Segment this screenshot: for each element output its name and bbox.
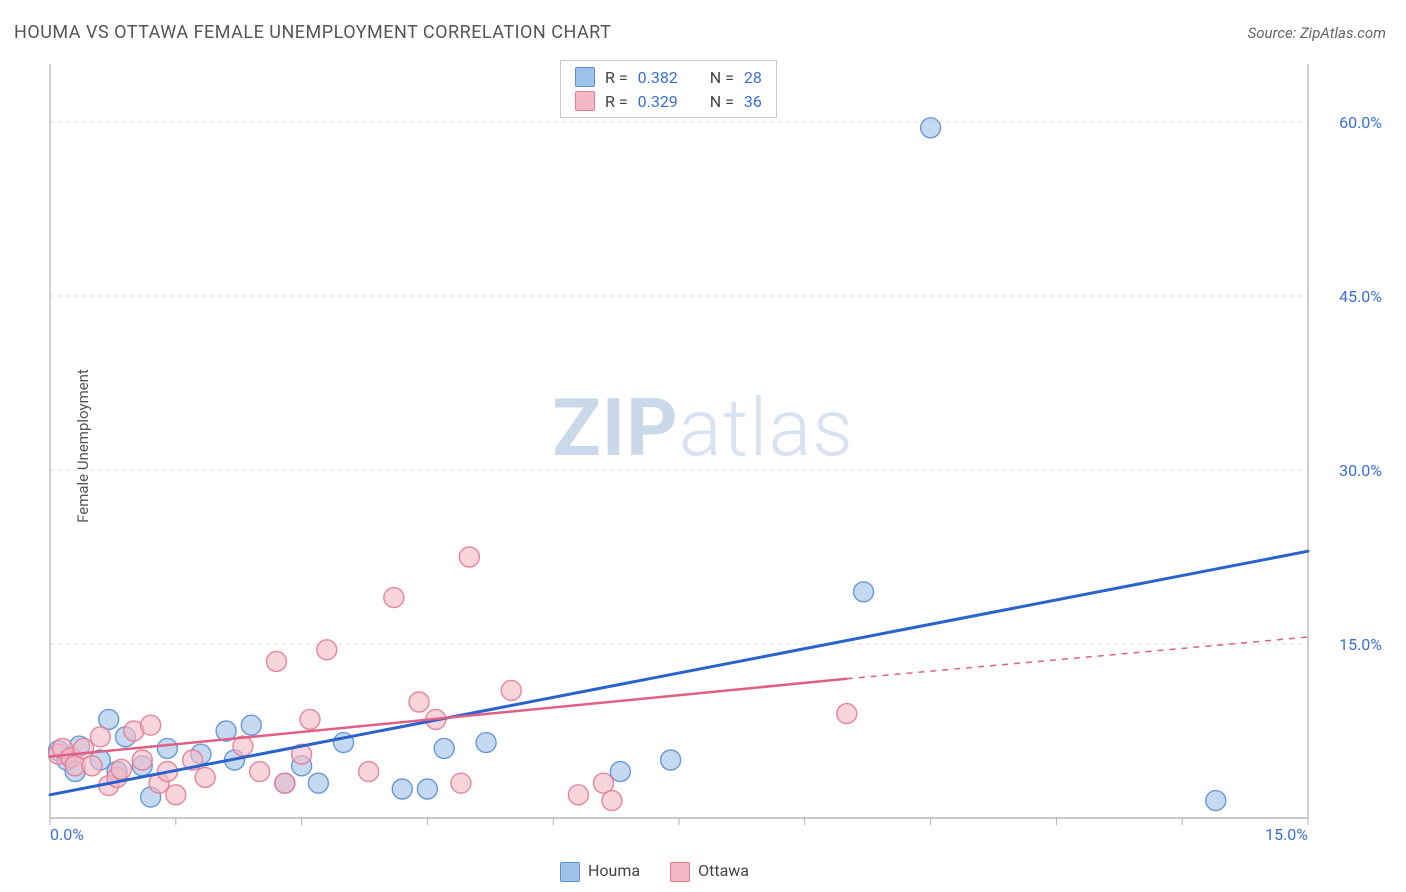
r-value: 0.382 xyxy=(638,68,678,87)
data-point xyxy=(275,773,295,793)
data-point xyxy=(300,709,320,729)
legend-item: Ottawa xyxy=(670,861,749,882)
data-point xyxy=(661,750,681,770)
data-point xyxy=(921,118,941,138)
data-point xyxy=(476,733,496,753)
data-point xyxy=(250,762,270,782)
data-point xyxy=(409,692,429,712)
legend-swatch xyxy=(575,91,595,111)
data-point xyxy=(417,779,437,799)
y-tick-label: 45.0% xyxy=(1339,287,1382,306)
data-point xyxy=(82,756,102,776)
data-point xyxy=(459,547,479,567)
data-point xyxy=(384,588,404,608)
data-point xyxy=(392,779,412,799)
legend-item: Houma xyxy=(560,861,640,882)
data-point xyxy=(610,762,630,782)
stats-legend-row: R = 0.329 N = 36 xyxy=(561,89,776,113)
chart-area: 15.0% 30.0% 45.0% 60.0% 0.0% 15.0% xyxy=(48,56,1388,844)
data-point xyxy=(266,651,286,671)
data-point xyxy=(602,791,622,811)
data-point xyxy=(141,715,161,735)
data-point xyxy=(1206,791,1226,811)
stats-legend-row: R = 0.382 N = 28 xyxy=(561,65,776,89)
data-point xyxy=(568,785,588,805)
data-point xyxy=(854,582,874,602)
y-tick-label: 60.0% xyxy=(1339,113,1382,132)
data-point xyxy=(111,759,131,779)
trend-line-extrapolated xyxy=(847,637,1308,679)
data-point xyxy=(90,727,110,747)
n-value: 28 xyxy=(744,68,762,87)
source-label: Source: ZipAtlas.com xyxy=(1248,24,1386,42)
data-point xyxy=(317,640,337,660)
legend-swatch xyxy=(575,67,595,87)
legend-label: Ottawa xyxy=(698,861,749,880)
data-point xyxy=(308,773,328,793)
series-legend: Houma Ottawa xyxy=(560,861,749,882)
y-tick-label: 30.0% xyxy=(1339,461,1382,480)
stats-legend: R = 0.382 N = 28R = 0.329 N = 36 xyxy=(560,60,777,118)
legend-label: Houma xyxy=(588,861,640,880)
data-point xyxy=(195,767,215,787)
x-start-label: 0.0% xyxy=(50,825,84,844)
data-point xyxy=(359,762,379,782)
chart-title: HOUMA VS OTTAWA FEMALE UNEMPLOYMENT CORR… xyxy=(14,22,611,43)
r-value: 0.329 xyxy=(638,92,678,111)
data-point xyxy=(451,773,471,793)
data-point xyxy=(166,785,186,805)
legend-swatch xyxy=(670,862,690,882)
data-point xyxy=(837,704,857,724)
y-tick-label: 15.0% xyxy=(1339,635,1382,654)
legend-swatch xyxy=(560,862,580,882)
data-point xyxy=(132,750,152,770)
data-point xyxy=(501,680,521,700)
data-point xyxy=(434,738,454,758)
data-point xyxy=(241,715,261,735)
x-end-label: 15.0% xyxy=(1265,825,1308,844)
n-value: 36 xyxy=(744,92,762,111)
scatter-chart-svg: 15.0% 30.0% 45.0% 60.0% 0.0% 15.0% xyxy=(48,56,1388,844)
data-point xyxy=(157,738,177,758)
